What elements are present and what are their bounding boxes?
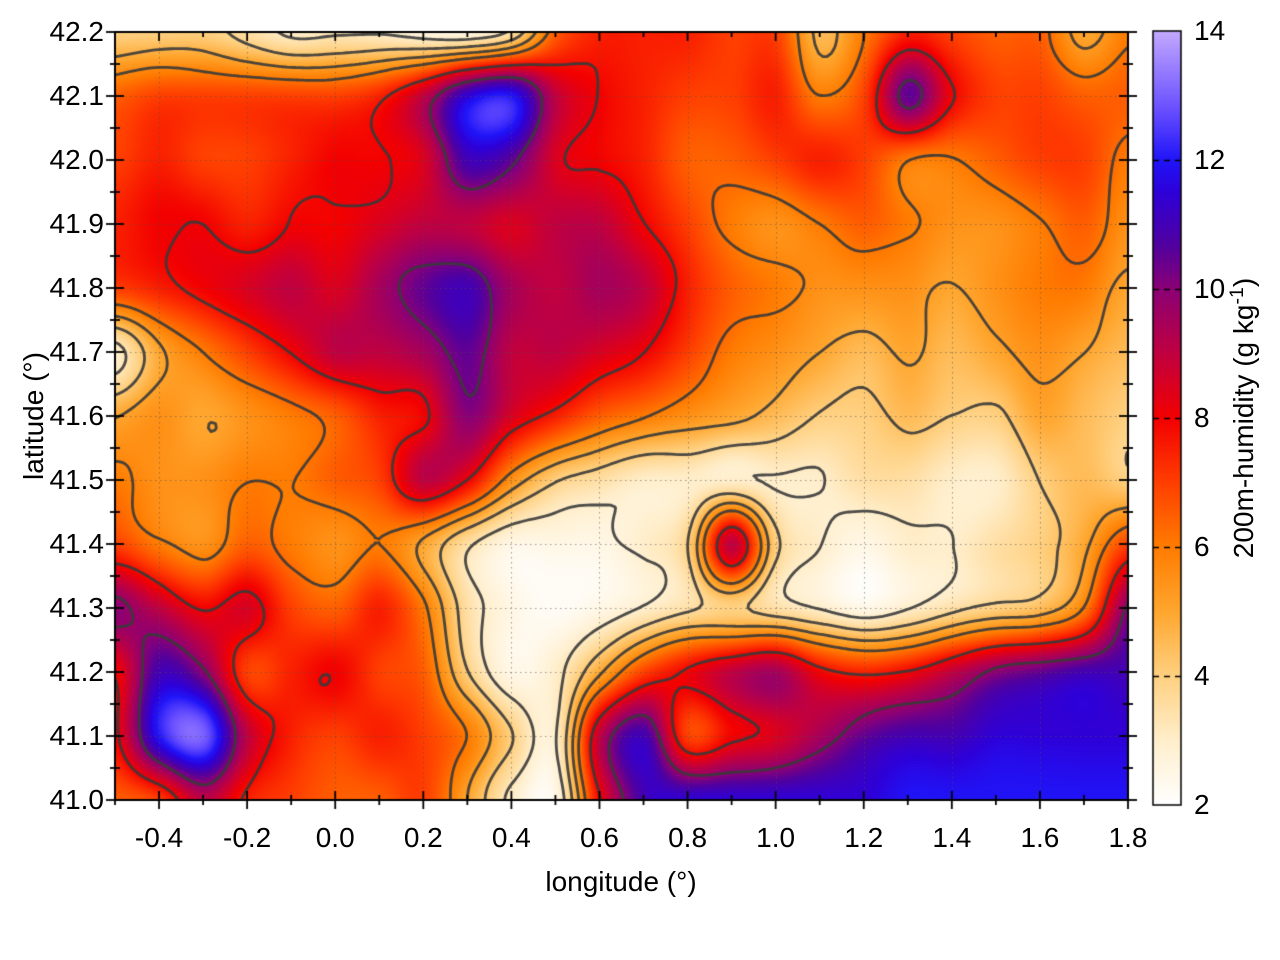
y-tick-label: 42.2 [49,16,105,47]
colorbar-tick-label: 12 [1194,144,1226,175]
x-tick-label: 0.0 [315,822,355,853]
colorbar-tick-label: 6 [1194,531,1210,562]
colorbar-label-main: 200m-humidity (g kg [1228,304,1260,559]
colorbar-label-superscript: -1 [1225,287,1248,305]
x-axis-label: longitude (°) [545,866,697,897]
x-tick-label: 0.2 [403,822,443,853]
y-tick-label: 41.1 [49,720,105,751]
y-tick-label: 41.6 [49,400,105,431]
y-tick-label: 41.2 [49,656,105,687]
x-tick-label: 1.4 [932,822,972,853]
x-tick-label: 0.4 [491,822,531,853]
x-tick-label: 0.6 [580,822,619,853]
x-tick-label: 1.0 [756,822,796,853]
colorbar-label-close: ) [1228,277,1260,288]
y-tick-label: 41.5 [49,464,105,495]
colorbar-tick-label: 10 [1194,273,1226,304]
colorbar-label: 200m-humidity (g kg-1) [1226,278,1260,558]
x-tick-label: 0.8 [668,822,708,853]
x-tick-label: -0.4 [134,822,184,853]
x-tick-label: -0.2 [223,822,272,853]
x-tick-label: 1.6 [1020,822,1060,853]
x-tick-label: 1.8 [1108,822,1148,853]
y-tick-label: 42.1 [49,80,105,111]
colorbar-tick-label: 14 [1194,15,1226,46]
y-tick-label: 41.4 [49,528,105,559]
colorbar-tick-label: 2 [1194,789,1210,820]
y-axis-label: latitude (°) [18,352,49,480]
y-tick-label: 41.0 [49,784,105,815]
y-tick-label: 41.9 [49,208,105,239]
y-tick-label: 41.7 [49,336,105,367]
y-tick-label: 42.0 [49,144,105,175]
colorbar-tick-label: 8 [1194,402,1210,433]
x-tick-label: 1.2 [844,822,884,853]
y-tick-label: 41.3 [49,592,105,623]
y-tick-label: 41.8 [49,272,105,303]
colorbar-tick-label: 4 [1194,660,1210,691]
